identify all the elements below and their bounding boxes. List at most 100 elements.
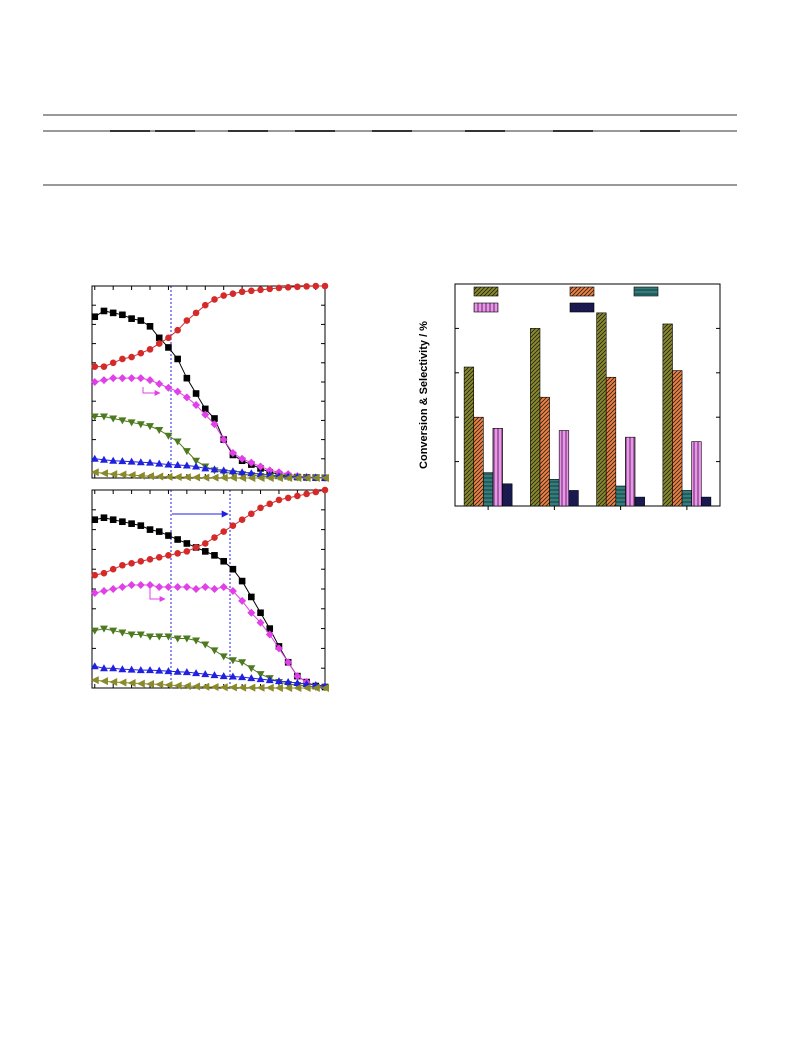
marker	[321, 474, 329, 482]
marker	[219, 672, 228, 680]
marker	[109, 565, 117, 573]
marker	[90, 454, 99, 462]
marker	[155, 666, 164, 674]
marker	[311, 474, 320, 482]
marker	[164, 681, 173, 690]
marker	[192, 637, 201, 645]
marker	[266, 285, 274, 293]
marker	[201, 410, 210, 419]
marker	[256, 671, 265, 679]
legend-swatch	[569, 302, 595, 313]
series-line	[94, 310, 326, 479]
marker	[294, 492, 301, 500]
marker	[220, 292, 227, 299]
marker	[109, 470, 118, 479]
marker	[146, 423, 155, 431]
marker	[238, 659, 247, 667]
marker	[146, 581, 155, 590]
marker	[165, 552, 172, 559]
marker	[109, 374, 118, 383]
marker	[284, 684, 293, 692]
marker	[118, 417, 127, 425]
marker	[136, 631, 145, 639]
marker	[238, 468, 247, 476]
marker	[164, 460, 173, 468]
marker	[247, 683, 256, 692]
marker	[100, 514, 108, 522]
marker	[174, 550, 181, 557]
marker	[90, 588, 99, 597]
marker	[155, 379, 164, 388]
bar	[681, 490, 692, 507]
marker	[192, 401, 201, 410]
marker	[127, 581, 136, 590]
marker	[210, 683, 219, 692]
marker	[302, 474, 311, 482]
marker	[228, 467, 237, 475]
marker	[275, 284, 283, 292]
marker	[155, 340, 163, 347]
marker	[257, 609, 264, 617]
marker	[293, 679, 302, 687]
marker	[210, 465, 219, 473]
marker	[192, 309, 200, 317]
marker	[100, 307, 108, 315]
marker	[228, 672, 237, 680]
marker	[118, 470, 127, 479]
marker	[210, 647, 219, 655]
marker	[109, 359, 117, 367]
table-rules	[43, 114, 737, 186]
marker	[229, 290, 237, 297]
marker	[247, 674, 256, 682]
marker	[136, 666, 145, 674]
marker	[265, 466, 274, 475]
marker	[127, 419, 136, 427]
marker	[136, 458, 145, 466]
marker	[219, 683, 228, 692]
marker	[173, 473, 182, 482]
marker	[173, 460, 182, 468]
marker	[99, 664, 108, 672]
legend-swatch	[473, 302, 499, 313]
marker	[228, 657, 237, 665]
bar	[558, 430, 570, 507]
marker	[293, 474, 302, 482]
marker	[173, 681, 182, 690]
arrow	[149, 587, 166, 602]
marker	[127, 457, 136, 465]
marker	[91, 571, 99, 579]
marker	[109, 664, 118, 672]
marker	[146, 458, 155, 466]
marker	[109, 585, 118, 593]
marker	[118, 629, 127, 637]
marker	[284, 494, 292, 502]
marker	[91, 363, 99, 370]
marker	[182, 635, 191, 643]
marker	[91, 516, 99, 523]
bar	[615, 485, 626, 507]
marker	[90, 627, 99, 635]
marker	[257, 286, 264, 294]
marker	[118, 457, 127, 465]
marker	[100, 363, 108, 370]
marker	[99, 677, 108, 686]
marker	[164, 432, 173, 440]
marker	[238, 577, 246, 585]
marker	[173, 667, 182, 675]
marker	[155, 633, 164, 641]
marker	[228, 449, 237, 458]
marker	[192, 462, 201, 470]
marker	[256, 675, 265, 683]
bar	[672, 370, 683, 507]
marker	[256, 618, 265, 627]
marker	[137, 349, 145, 357]
marker	[294, 283, 301, 291]
marker	[201, 670, 210, 678]
marker	[183, 374, 191, 382]
marker	[90, 378, 99, 386]
marker	[238, 516, 246, 523]
marker	[192, 682, 201, 691]
marker	[311, 684, 320, 692]
marker	[155, 554, 163, 561]
bar	[700, 496, 712, 507]
